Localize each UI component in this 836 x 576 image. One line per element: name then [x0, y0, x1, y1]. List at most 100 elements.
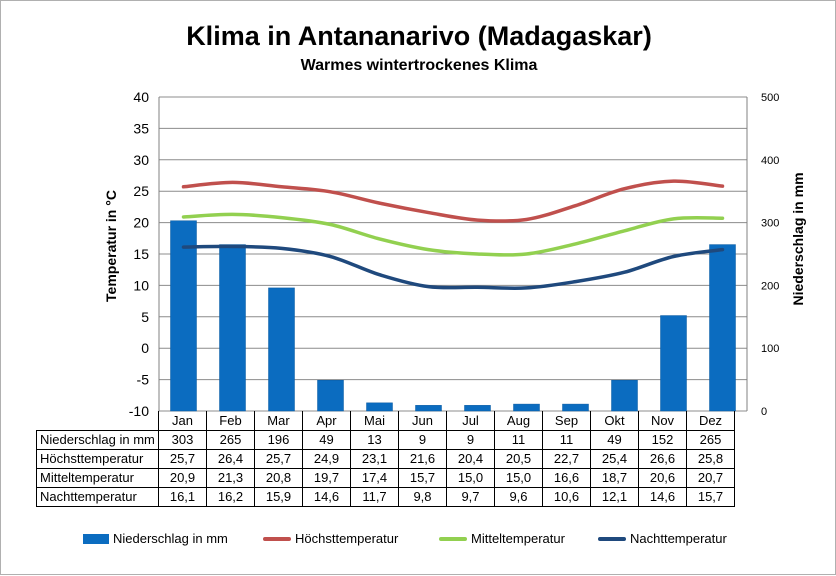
table-cell: 9,6 — [494, 486, 543, 507]
y-left-tick-label: 15 — [133, 246, 149, 262]
table-cell: 20,6 — [638, 467, 687, 488]
table-cell: 49 — [590, 429, 639, 450]
table-corner — [36, 411, 159, 431]
y-left-tick-label: 0 — [141, 340, 149, 356]
table-row: Nachttemperatur 16,1 16,2 15,9 14,6 11,7 9,8 9,… — [36, 486, 735, 507]
legend-label: Nachttemperatur — [630, 531, 727, 546]
table-cell: 25,4 — [590, 448, 639, 469]
table-cell: 18,7 — [590, 467, 639, 488]
y-right-tick-label: 400 — [761, 155, 779, 167]
legend-item: Nachttemperatur — [598, 531, 727, 546]
y-left-tick-label: 5 — [141, 309, 149, 325]
table-cell: 21,3 — [206, 467, 255, 488]
legend-swatch — [263, 536, 291, 541]
table-cell: 15,0 — [494, 467, 543, 488]
table-row: Mitteltemperatur 20,9 21,3 20,8 19,7 17,4 15,7… — [36, 467, 735, 488]
line-nachttemperatur — [181, 244, 725, 290]
table-cell: 15,7 — [398, 467, 447, 488]
table-cell: 10,6 — [542, 486, 591, 507]
table-cell: 16,6 — [542, 467, 591, 488]
table-cell: 21,6 — [398, 448, 447, 469]
table-row: Höchsttemperatur 25,7 26,4 25,7 24,9 23,1 21,6… — [36, 448, 735, 469]
table-month-header: Apr — [302, 411, 351, 431]
table-cell: 9,7 — [446, 486, 495, 507]
y-left-tick-label: 20 — [133, 215, 149, 231]
table-row-label: Nachttemperatur — [36, 486, 159, 507]
table-cell: 20,7 — [686, 467, 735, 488]
table-cell: 24,9 — [302, 448, 351, 469]
table-cell: 25,7 — [254, 448, 303, 469]
bar-niederschlag — [317, 379, 344, 412]
table-month-header: Sep — [542, 411, 591, 431]
table-cell: 14,6 — [302, 486, 351, 507]
y-left-tick-label: 30 — [133, 152, 149, 168]
bar-niederschlag — [366, 402, 393, 412]
table-month-header: Dez — [686, 411, 735, 431]
table-cell: 25,7 — [158, 448, 207, 469]
y-left-tick-label: 25 — [133, 183, 149, 199]
table-cell: 20,4 — [446, 448, 495, 469]
table-month-header: Aug — [494, 411, 543, 431]
bar-niederschlag — [415, 405, 442, 412]
legend-item: Höchsttemperatur — [263, 531, 398, 546]
line-mitteltemperatur — [181, 212, 725, 257]
y-left-tick-label: 35 — [133, 120, 149, 136]
table-cell: 152 — [638, 429, 687, 450]
table-cell: 26,6 — [638, 448, 687, 469]
y-right-tick-label: 200 — [761, 280, 779, 292]
table-cell: 23,1 — [350, 448, 399, 469]
bar-niederschlag — [268, 287, 295, 412]
table-month-header: Jun — [398, 411, 447, 431]
table-month-header: Nov — [638, 411, 687, 431]
legend-swatch — [439, 536, 467, 541]
table-cell: 11,7 — [350, 486, 399, 507]
chart-subtitle: Warmes wintertrockenes Klima — [300, 57, 538, 74]
table-cell: 26,4 — [206, 448, 255, 469]
y-right-tick-label: 300 — [761, 218, 779, 230]
table-cell: 49 — [302, 429, 351, 450]
table-cell: 16,2 — [206, 486, 255, 507]
table-row-label: Niederschlag in mm — [36, 429, 159, 450]
table-month-header: Jan — [158, 411, 207, 431]
table-cell: 9 — [398, 429, 447, 450]
table-month-header: Mai — [350, 411, 399, 431]
table-cell: 15,7 — [686, 486, 735, 507]
bar-niederschlag — [611, 379, 638, 412]
table-cell: 196 — [254, 429, 303, 450]
table-cell: 13 — [350, 429, 399, 450]
legend-swatch — [598, 536, 626, 541]
table-cell: 9 — [446, 429, 495, 450]
table-cell: 22,7 — [542, 448, 591, 469]
table-month-header: Jul — [446, 411, 495, 431]
y-left-tick-label: 10 — [133, 277, 149, 293]
table-cell: 20,5 — [494, 448, 543, 469]
line-höchsttemperatur — [181, 179, 725, 223]
bar-niederschlag — [513, 403, 540, 412]
y-left-tick-label: 40 — [133, 89, 149, 105]
table-cell: 15,0 — [446, 467, 495, 488]
table-cell: 9,8 — [398, 486, 447, 507]
table-header-row: Jan Feb Mar Apr Mai Jun Jul Aug Sep Okt Nov Dez — [36, 411, 735, 431]
y-right-tick-label: 500 — [761, 92, 779, 104]
table-cell: 265 — [686, 429, 735, 450]
bar-niederschlag — [219, 244, 246, 412]
bar-niederschlag — [709, 244, 736, 412]
data-table: Jan Feb Mar Apr Mai Jun Jul Aug Sep Okt Nov Dez Nie… — [36, 411, 735, 507]
legend-label: Mitteltemperatur — [471, 531, 565, 546]
bar-niederschlag — [562, 403, 589, 412]
table-row-label: Mitteltemperatur — [36, 467, 159, 488]
legend-item: Mitteltemperatur — [439, 531, 565, 546]
table-cell: 12,1 — [590, 486, 639, 507]
y-left-tick-label: -5 — [137, 372, 150, 388]
table-cell: 17,4 — [350, 467, 399, 488]
table-cell: 11 — [494, 429, 543, 450]
table-cell: 15,9 — [254, 486, 303, 507]
table-cell: 20,8 — [254, 467, 303, 488]
table-cell: 265 — [206, 429, 255, 450]
table-cell: 11 — [542, 429, 591, 450]
bar-niederschlag — [660, 315, 687, 412]
chart-title: Klima in Antananarivo (Madagaskar) — [186, 21, 652, 51]
legend-label: Niederschlag in mm — [113, 531, 228, 546]
